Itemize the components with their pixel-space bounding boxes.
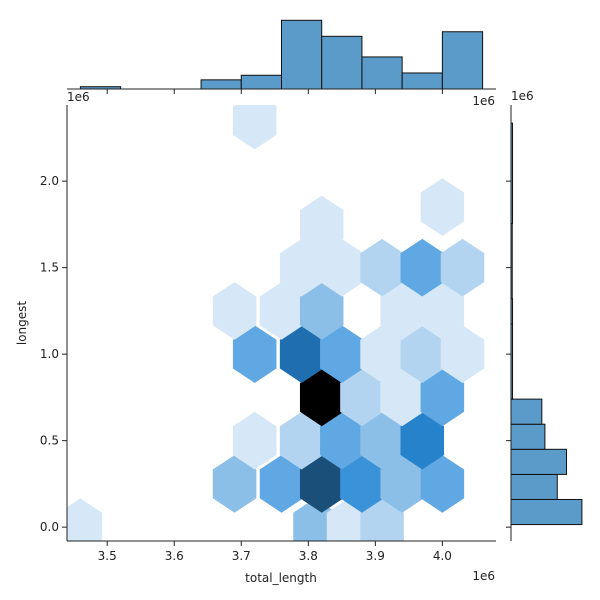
hexbin-plot (67, 105, 485, 541)
marginal-y-bar (510, 423, 546, 450)
hexbin-cell (340, 455, 384, 513)
y-axis-ticks: 0.0 0.5 1.0 1.5 2.0 (40, 174, 67, 534)
hexbin-cell (279, 238, 324, 297)
hexbin-cell (259, 455, 304, 513)
hexbin-cell (440, 325, 485, 383)
marginal-x-bar (240, 74, 282, 90)
hexbin-cell (360, 238, 404, 297)
hexbin-cell (320, 238, 364, 297)
marginal-y-bar (510, 473, 558, 500)
marginal-x-bar (200, 79, 242, 90)
x-tick-label: 3.9 (366, 549, 385, 563)
hexbin-cell (400, 238, 445, 297)
marginal-y-bar (510, 398, 543, 425)
hexbin-cell (360, 325, 404, 383)
marginal-x-bar (441, 31, 484, 90)
hexbin-cell (340, 368, 384, 427)
hexbin-cell (420, 455, 465, 513)
hexbin-cell (380, 368, 424, 427)
x-tick-label: 3.8 (299, 549, 318, 563)
x-axis-label: total_length (245, 571, 317, 585)
hexbin-cell (232, 411, 277, 470)
y-tick-label: 2.0 (40, 174, 59, 188)
x-axis-ticks: 3.5 3.6 3.7 3.8 3.9 4.0 (98, 541, 452, 563)
y-tick-label: 0.0 (40, 520, 59, 534)
y-tick-label: 0.5 (40, 434, 59, 448)
hexbin-cell (212, 282, 257, 340)
marginal-y-bar (510, 448, 567, 475)
hexbin-cell (299, 368, 344, 427)
hexbin-cell (67, 498, 103, 541)
hexbin-cell (299, 282, 344, 340)
marginal-y-bar (510, 498, 583, 526)
hexbin-cell (279, 325, 324, 383)
hexbin-cell (212, 455, 257, 513)
hexbin-cell (360, 498, 404, 541)
hexbin-cell (380, 455, 424, 513)
hexbin-cell (400, 411, 445, 470)
hexbin-cell (420, 282, 465, 340)
hexbin-cell (259, 282, 304, 340)
marginal-x-histogram (79, 19, 484, 90)
marginal-x-bar (401, 72, 443, 90)
x-tick-label: 3.7 (232, 549, 251, 563)
hexbin-cell (232, 105, 277, 150)
marginal-x-offset-text: 1e6 (472, 94, 495, 108)
hexbin-cell (320, 411, 364, 470)
x-tick-label: 3.6 (165, 549, 184, 563)
marginal-x-bar (281, 19, 323, 90)
marginal-y-histogram (510, 122, 583, 526)
hexbin-cell (400, 325, 445, 383)
y-tick-label: 1.5 (40, 261, 59, 275)
marginal-x-ticks (106, 89, 443, 94)
x-tick-label: 4.0 (433, 549, 452, 563)
x-tick-label: 3.5 (98, 549, 117, 563)
hexbin-cell (299, 455, 344, 513)
y-tick-label: 1.0 (40, 347, 59, 361)
hexbin-cell (360, 411, 404, 470)
hexbin-cell (380, 282, 424, 340)
y-axis-offset-text: 1e6 (67, 90, 90, 104)
y-axis-label: longest (15, 301, 29, 346)
marginal-y-offset-text: 1e6 (511, 89, 534, 103)
x-axis-offset-text: 1e6 (472, 569, 495, 583)
marginal-x-bar (361, 56, 403, 90)
hexbin-cell (299, 195, 344, 254)
hexbin-cell (232, 325, 277, 383)
hexbin-cell (320, 325, 364, 383)
marginal-y-ticks (506, 180, 511, 528)
hexbin-cell (440, 238, 485, 297)
hexbin-cell (420, 178, 465, 236)
hexbin-cell (279, 411, 324, 470)
marginal-x-bar (321, 35, 363, 90)
hexbin-cell (420, 368, 465, 427)
